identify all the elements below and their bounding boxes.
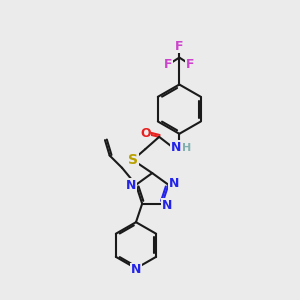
Text: H: H [182, 143, 191, 153]
Text: F: F [175, 40, 184, 52]
Text: O: O [140, 127, 151, 140]
Text: N: N [169, 178, 179, 190]
Text: N: N [171, 141, 181, 154]
Text: N: N [126, 179, 136, 192]
Text: N: N [162, 199, 172, 212]
Text: F: F [186, 58, 194, 71]
Text: F: F [164, 58, 173, 71]
Text: S: S [128, 153, 138, 167]
Text: N: N [131, 263, 141, 276]
